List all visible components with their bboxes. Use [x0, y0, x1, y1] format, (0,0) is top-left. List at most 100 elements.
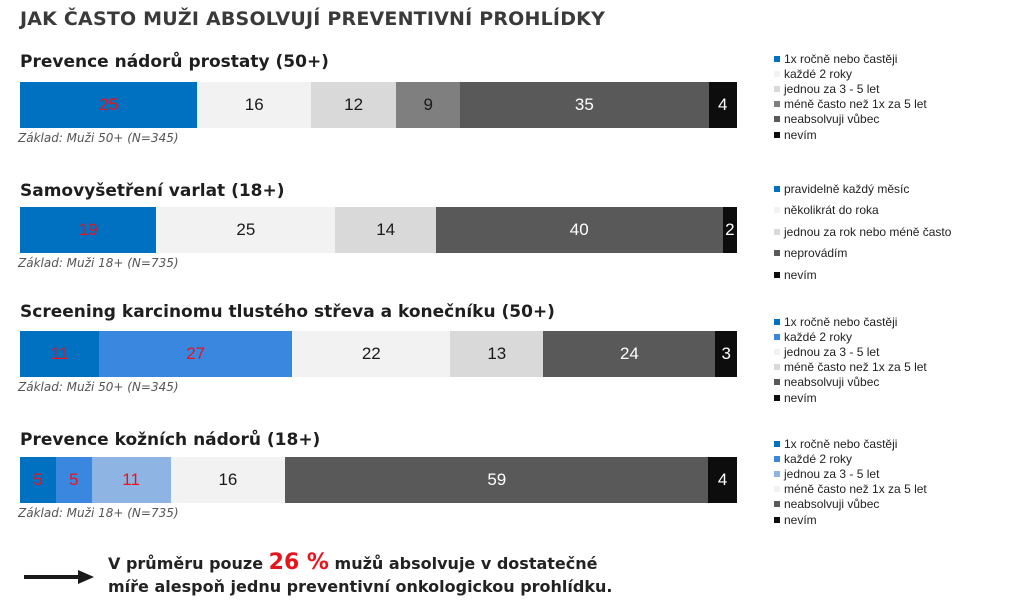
legend-label: každé 2 roky: [784, 451, 853, 466]
data-label: 2: [725, 220, 735, 239]
legend-swatch: [774, 440, 780, 447]
stacked-bar: 5 5 11 16 59 4: [20, 457, 737, 503]
base-note: Základ: Muži 18+ (N=735): [18, 506, 179, 520]
data-label: 4: [717, 470, 728, 489]
stacked-bar: 19 25 14 40 2: [20, 207, 737, 253]
legend-swatch: [774, 394, 780, 401]
page-title: JAK ČASTO MUŽI ABSOLVUJÍ PREVENTIVNÍ PRO…: [20, 8, 606, 30]
bar-segment: 22: [292, 331, 451, 377]
legend: 1x ročně nebo častěji každé 2 roky jednou …: [774, 51, 927, 142]
legend-label: každé 2 roky: [784, 329, 853, 344]
legend-label: pravidelně každý měsíc: [784, 181, 910, 196]
data-label: 16: [218, 470, 238, 489]
data-label: 40: [569, 220, 589, 239]
stacked-bar: 11 27 22 13 24 3: [20, 331, 737, 377]
legend-swatch: [774, 516, 780, 523]
data-label: 12: [344, 95, 364, 114]
legend: pravidelně každý měsíc několikrát do roka…: [774, 178, 951, 286]
legend: 1x ročně nebo častěji každé 2 roky jednou …: [774, 314, 927, 405]
legend-label: 1x ročně nebo častěji: [784, 51, 898, 66]
data-label: 25: [99, 95, 119, 114]
legend-swatch: [774, 364, 780, 371]
legend-swatch: [774, 185, 780, 192]
data-label: 5: [69, 470, 79, 489]
legend-label: jednou za rok nebo méně často: [784, 224, 952, 239]
legend-swatch: [774, 85, 780, 92]
bar-segment: 5: [55, 457, 92, 503]
base-note: Základ: Muži 18+ (N=735): [18, 256, 179, 270]
legend-swatch: [774, 348, 780, 355]
bar-segment: 16: [170, 457, 286, 503]
stacked-bar: 25 16 12 9 35 4: [20, 82, 737, 128]
legend-swatch: [774, 318, 780, 325]
data-label: 19: [78, 220, 98, 239]
legend-item: několikrát do roka: [774, 200, 951, 222]
legend-swatch: [774, 379, 780, 386]
legend-label: méně často než 1x za 5 let: [784, 482, 927, 497]
bar-segment: 16: [197, 82, 312, 128]
data-label: 59: [487, 470, 507, 489]
legend-item: méně často než 1x za 5 let: [774, 97, 927, 112]
bar-segment: 12: [311, 82, 397, 128]
legend-label: neabsolvuji vůbec: [784, 375, 880, 390]
legend-label: nevím: [784, 267, 817, 282]
legend-swatch: [774, 207, 780, 214]
legend-item: méně často než 1x za 5 let: [774, 360, 927, 375]
legend-label: neabsolvuji vůbec: [784, 497, 880, 512]
bar-segment: 19: [20, 207, 157, 253]
base-note: Základ: Muži 50+ (N=345): [18, 380, 179, 394]
legend-label: nevím: [784, 390, 817, 405]
bar-segment: 2: [722, 207, 737, 253]
legend-label: 1x ročně nebo častěji: [784, 436, 898, 451]
data-label: 16: [244, 95, 264, 114]
legend-item: 1x ročně nebo častěji: [774, 436, 927, 451]
legend-label: každé 2 roky: [784, 66, 853, 81]
bar-segment: 5: [20, 457, 56, 503]
legend-swatch: [774, 116, 780, 123]
legend-swatch: [774, 271, 780, 278]
bar-segment: 9: [396, 82, 461, 128]
conclusion-after: mužů absolvuje v dostatečné: [328, 554, 598, 573]
legend-label: 1x ročně nebo častěji: [784, 314, 898, 329]
legend: 1x ročně nebo častěji každé 2 roky jednou …: [774, 436, 927, 527]
data-label: 24: [619, 344, 639, 363]
bar-segment: 4: [708, 82, 737, 128]
data-label: 5: [33, 470, 43, 489]
chart-title: Screening karcinomu tlustého střeva a ko…: [20, 302, 555, 322]
legend-label: jednou za 3 - 5 let: [784, 344, 880, 359]
data-label: 3: [721, 344, 731, 363]
legend-label: nevím: [784, 512, 817, 527]
legend-swatch: [774, 470, 780, 477]
bar-segment: 24: [543, 331, 716, 377]
legend-item: jednou za rok nebo méně často: [774, 221, 951, 243]
conclusion-text: V průměru pouze 26 % mužů absolvuje v do…: [108, 551, 612, 598]
legend-swatch: [774, 333, 780, 340]
chart-title: Prevence kožních nádorů (18+): [20, 430, 321, 450]
legend-label: několikrát do roka: [784, 203, 879, 218]
legend-item: každé 2 roky: [774, 66, 927, 81]
legend-item: neabsolvuji vůbec: [774, 497, 927, 512]
legend-label: jednou za 3 - 5 let: [784, 466, 880, 481]
data-label: 9: [423, 95, 433, 114]
conclusion-line2: míře alespoň jednu preventivní onkologic…: [108, 577, 613, 596]
legend-swatch: [774, 131, 780, 138]
legend-item: nevím: [774, 390, 927, 405]
legend-item: jednou za 3 - 5 let: [774, 344, 927, 359]
legend-swatch: [774, 101, 780, 108]
chart-title: Prevence nádorů prostaty (50+): [20, 52, 329, 72]
bar-segment: 40: [435, 207, 723, 253]
legend-item: nevím: [774, 264, 951, 286]
bar-segment: 4: [708, 457, 737, 503]
legend-item: neabsolvuji vůbec: [774, 112, 927, 127]
bar-segment: 3: [715, 331, 737, 377]
legend-swatch: [774, 486, 780, 493]
bar-segment: 13: [450, 331, 544, 377]
data-label: 35: [574, 95, 594, 114]
data-label: 14: [376, 220, 396, 239]
bar-segment: 59: [285, 457, 709, 503]
legend-swatch: [774, 455, 780, 462]
legend-item: neprovádím: [774, 243, 951, 265]
data-label: 4: [718, 95, 728, 114]
legend-label: méně často než 1x za 5 let: [784, 97, 927, 112]
legend-item: neabsolvuji vůbec: [774, 375, 927, 390]
